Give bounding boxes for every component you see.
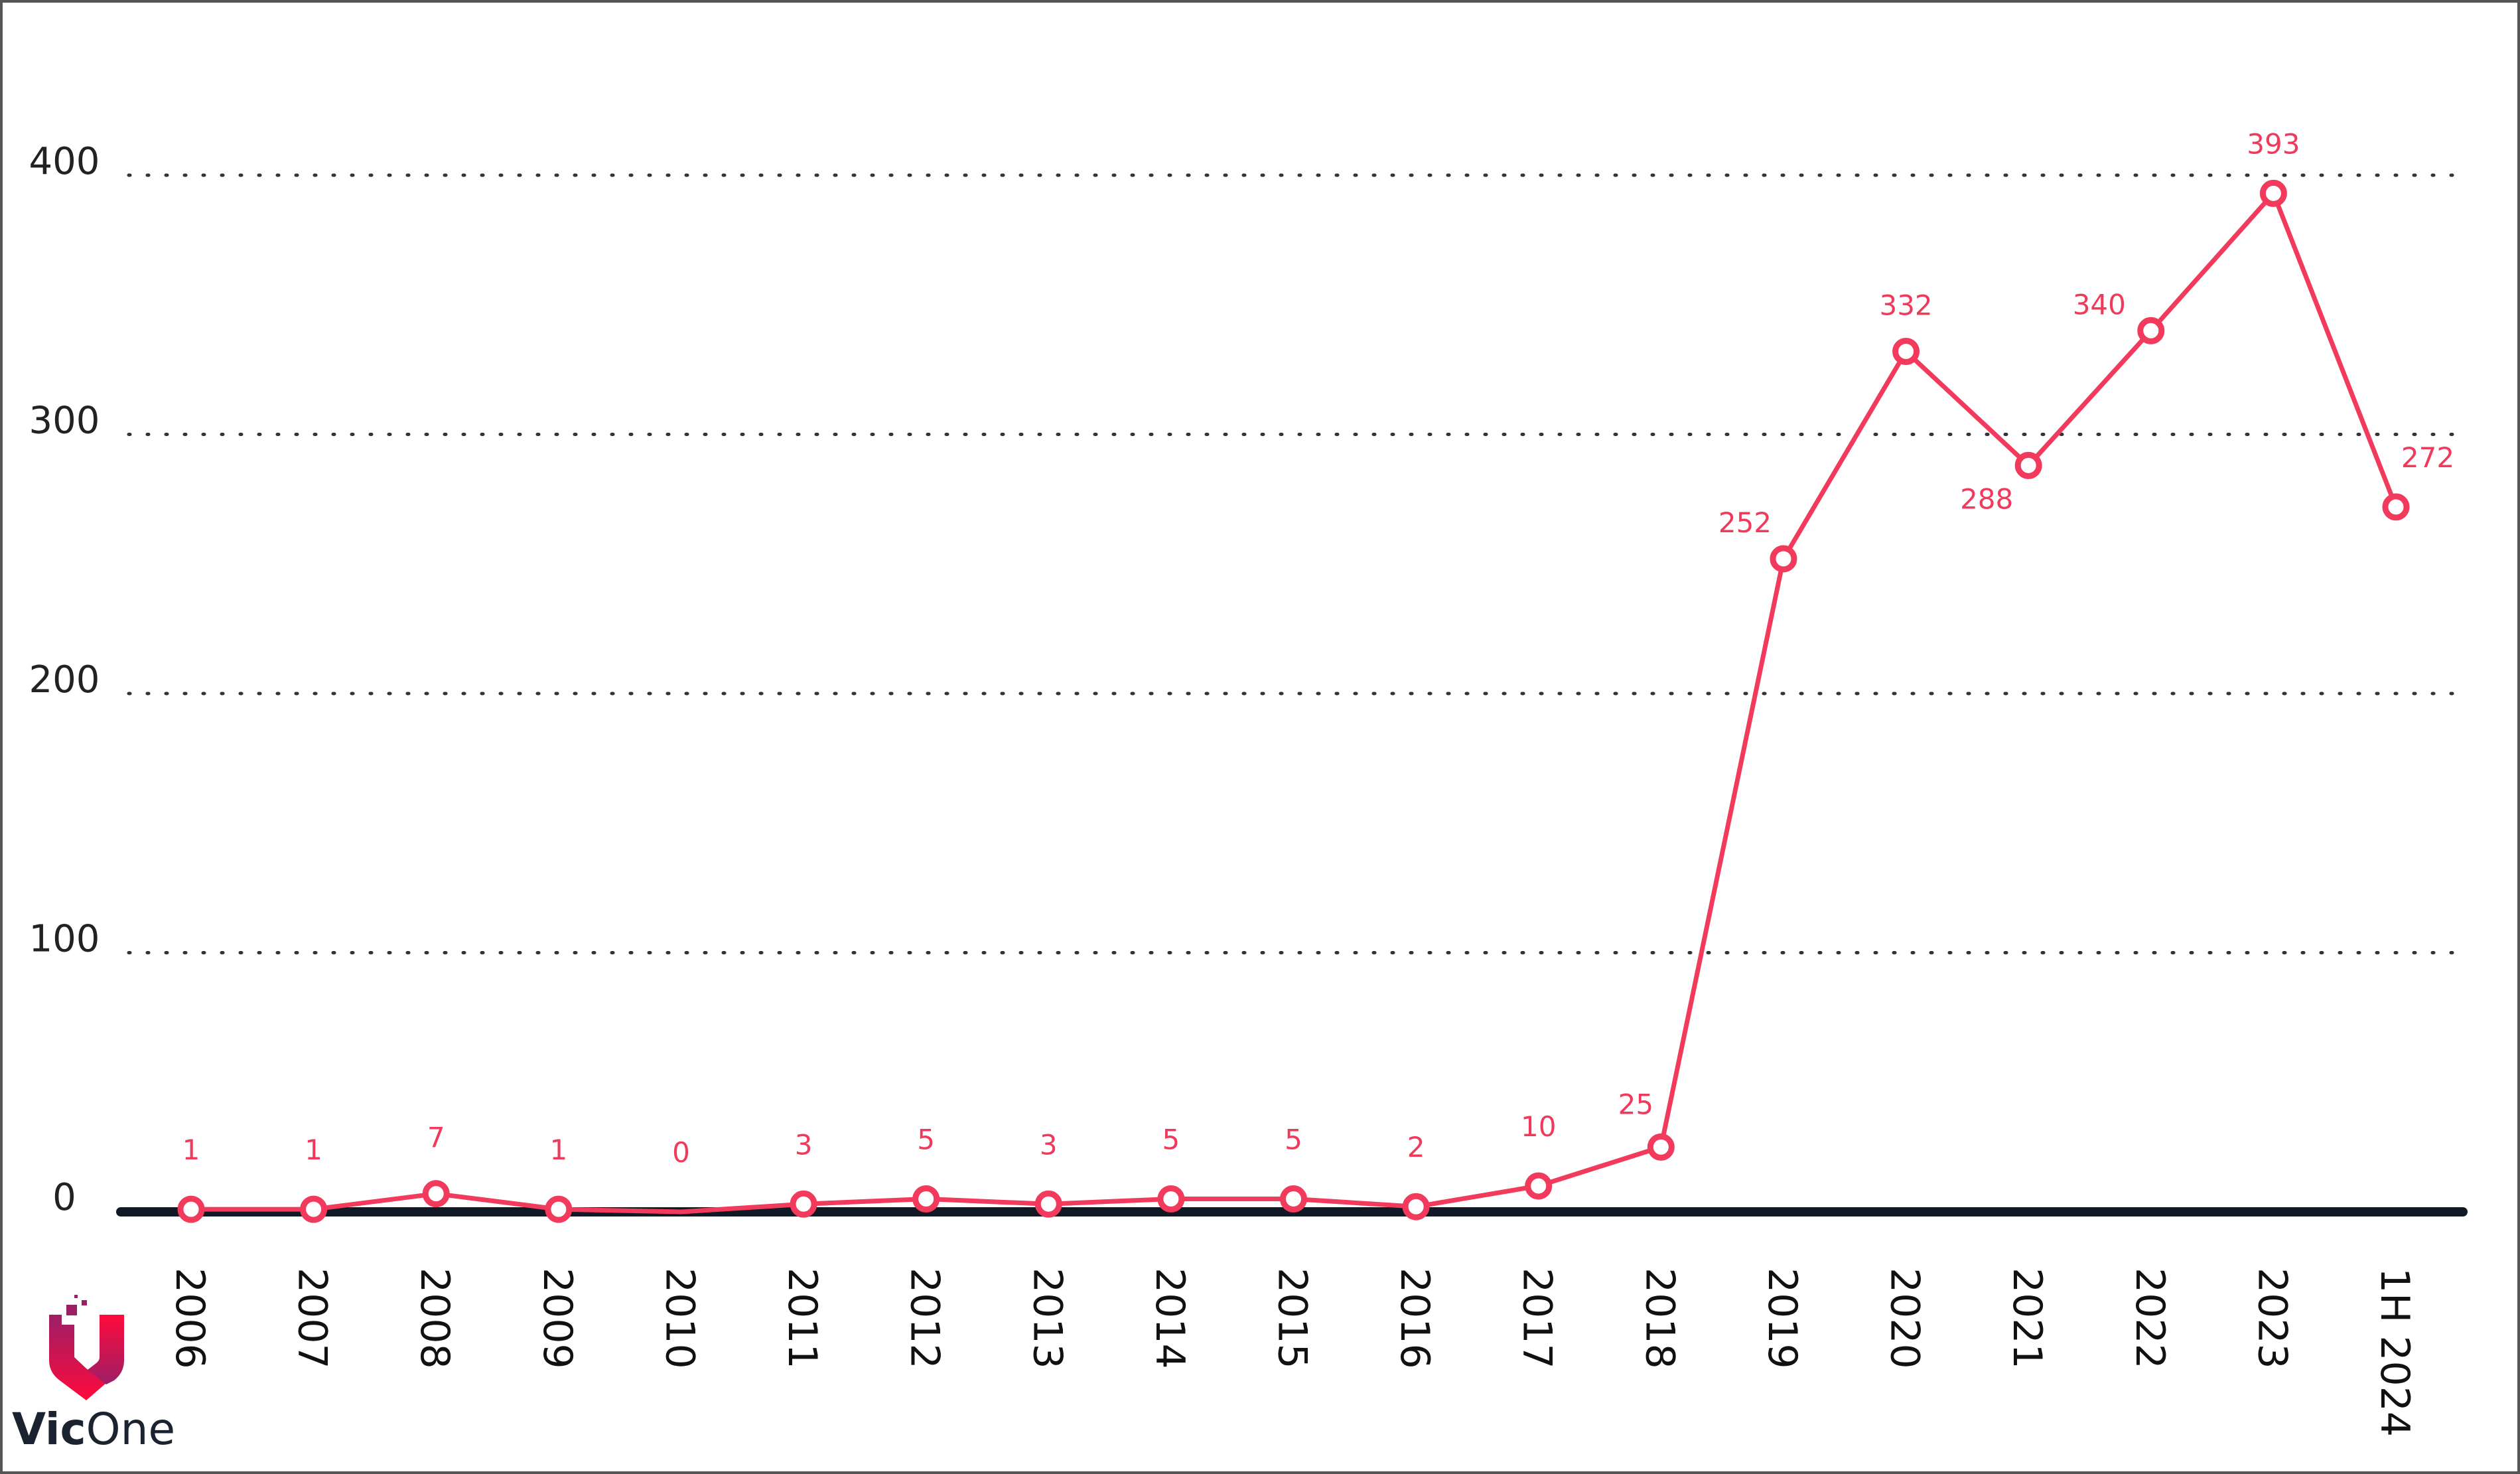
- y-axis: 0 100 200 300 400: [29, 140, 100, 1219]
- data-label: 1: [182, 1134, 200, 1166]
- x-tick-label: 2014: [1147, 1268, 1193, 1369]
- data-point: [177, 1195, 205, 1223]
- data-point: [545, 1195, 573, 1223]
- x-tick-label: 2021: [2004, 1268, 2050, 1369]
- x-tick-label: 2008: [411, 1268, 458, 1369]
- data-label: 5: [1162, 1123, 1180, 1155]
- x-tick-label: 2023: [2249, 1268, 2295, 1369]
- data-point: [912, 1185, 940, 1213]
- y-tick-label: 100: [29, 918, 100, 961]
- data-point: [1647, 1133, 1675, 1161]
- data-point: [1892, 338, 1920, 366]
- x-axis: 2006 2007 2008 2009 2010 2011 2012 2013 2014 2015…: [167, 1268, 2418, 1437]
- data-label: 288: [1960, 482, 2013, 515]
- x-tick-label: 1H 2024: [2371, 1268, 2418, 1437]
- x-tick-label: 2015: [1269, 1268, 1316, 1369]
- x-tick-label: 2022: [2127, 1268, 2173, 1369]
- data-point: [2137, 317, 2165, 344]
- data-point: [1402, 1193, 1430, 1220]
- data-label: 10: [1521, 1110, 1556, 1143]
- data-point: [300, 1195, 328, 1223]
- x-tick-label: 2007: [289, 1268, 336, 1369]
- gridlines: [127, 173, 2469, 954]
- data-label: 1: [305, 1134, 322, 1166]
- x-tick-label: 2013: [1024, 1268, 1070, 1369]
- y-tick-label: 300: [29, 400, 100, 443]
- data-label: 0: [672, 1136, 690, 1169]
- x-tick-label: 2010: [656, 1268, 703, 1369]
- data-point: [2259, 179, 2287, 207]
- series-line: [177, 179, 2410, 1223]
- y-tick-label: 200: [29, 658, 100, 701]
- data-point: [2014, 451, 2042, 479]
- data-label: 7: [427, 1122, 445, 1154]
- data-label: 252: [1718, 506, 1772, 539]
- x-tick-label: 2020: [1882, 1268, 1928, 1369]
- y-tick-label: 400: [29, 140, 100, 183]
- x-tick-label: 2006: [167, 1268, 213, 1369]
- data-label: 393: [2247, 127, 2300, 160]
- data-point: [2382, 493, 2410, 521]
- data-point: [1525, 1172, 1553, 1200]
- data-label: 2: [1407, 1131, 1425, 1163]
- data-point: [790, 1190, 817, 1218]
- data-label: 3: [1040, 1128, 1058, 1161]
- data-label: 340: [2073, 288, 2126, 321]
- data-label: 5: [917, 1123, 935, 1155]
- data-point: [1034, 1190, 1062, 1218]
- x-tick-label: 2017: [1514, 1268, 1561, 1369]
- shield-logo-icon: [49, 1295, 124, 1400]
- data-label: 272: [2401, 441, 2454, 474]
- vicone-logo: VicOne: [12, 1295, 175, 1455]
- logo-text: VicOne: [12, 1404, 175, 1455]
- series-line-path: [191, 190, 2399, 1215]
- data-point: [422, 1180, 450, 1208]
- data-label: 332: [1879, 289, 1932, 322]
- x-tick-label: 2009: [534, 1268, 581, 1369]
- x-tick-label: 2011: [779, 1268, 825, 1369]
- data-label: 5: [1285, 1123, 1302, 1155]
- data-label: 3: [795, 1128, 813, 1161]
- data-point: [1280, 1185, 1307, 1213]
- data-label: 25: [1618, 1088, 1653, 1120]
- x-tick-label: 2019: [1759, 1268, 1805, 1369]
- x-tick-label: 2018: [1636, 1268, 1683, 1369]
- data-point: [1157, 1185, 1185, 1213]
- x-tick-label: 2016: [1391, 1268, 1438, 1369]
- data-label: 1: [549, 1134, 567, 1166]
- x-tick-label: 2012: [902, 1268, 948, 1369]
- y-tick-label: 0: [52, 1176, 76, 1219]
- data-point: [1770, 545, 1797, 573]
